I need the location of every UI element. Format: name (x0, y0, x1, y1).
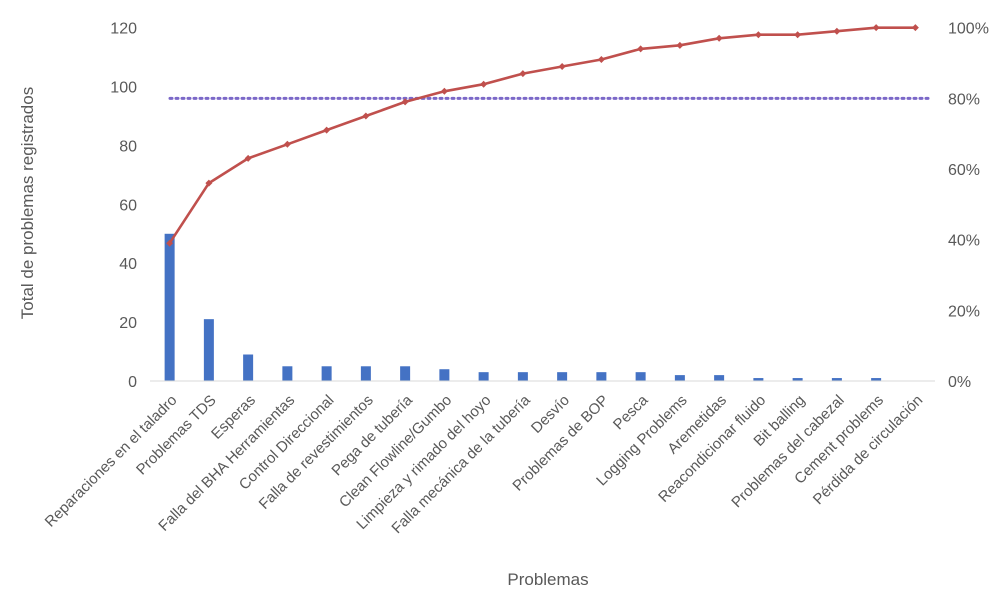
bar (871, 378, 882, 381)
cumulative-point-marker (754, 31, 762, 39)
y-axis-title: Total de problemas registrados (18, 87, 37, 319)
cumulative-point-marker (440, 87, 448, 95)
bar (360, 366, 371, 381)
cumulative-point-marker (911, 24, 919, 32)
cumulative-line-layer (166, 24, 919, 247)
y-tick-label: 0 (128, 374, 137, 391)
cumulative-point-marker (872, 24, 880, 32)
y2-tick-label: 0% (948, 374, 971, 391)
bar (792, 378, 803, 381)
bars-layer (164, 233, 882, 381)
bar (831, 378, 842, 381)
cumulative-point-marker (794, 31, 802, 39)
y-tick-label: 80 (119, 138, 137, 155)
bar (282, 366, 293, 381)
bar (753, 378, 764, 381)
bar (243, 354, 254, 381)
y-tick-label: 40 (119, 256, 137, 273)
bar (400, 366, 411, 381)
y2-tick-label: 80% (948, 91, 980, 108)
bar (203, 319, 214, 381)
cumulative-point-marker (715, 34, 723, 42)
bar (478, 372, 489, 381)
y-tick-label: 120 (110, 21, 137, 38)
y2-tick-label: 60% (948, 162, 980, 179)
cumulative-percentage-line (168, 26, 916, 244)
cumulative-point-marker (637, 45, 645, 53)
cumulative-point-marker (480, 80, 488, 88)
x-axis-title: Problemas (507, 570, 588, 589)
y2-tick-label: 40% (948, 233, 980, 250)
bar (164, 233, 175, 381)
bar (635, 372, 646, 381)
cumulative-point-marker (401, 98, 409, 106)
cumulative-point-marker (519, 70, 527, 78)
y-tick-label: 60 (119, 197, 137, 214)
bar (321, 366, 332, 381)
bar (557, 372, 568, 381)
y2-tick-label: 100% (948, 21, 989, 38)
cumulative-point-marker (323, 126, 331, 134)
bar (439, 369, 450, 381)
cumulative-point-marker (676, 41, 684, 49)
cumulative-point-marker (244, 154, 252, 162)
bar (714, 375, 725, 381)
cumulative-point-marker (558, 63, 566, 71)
bar (517, 372, 528, 381)
y-tick-label: 100 (110, 80, 137, 97)
y-tick-label: 20 (119, 315, 137, 332)
bar (596, 372, 607, 381)
cumulative-point-marker (283, 140, 291, 148)
cumulative-point-marker (166, 239, 174, 247)
cumulative-point-marker (597, 55, 605, 63)
cumulative-point-marker (362, 112, 370, 120)
cumulative-point-marker (205, 179, 213, 187)
cumulative-point-marker (833, 27, 841, 35)
bar (674, 375, 685, 381)
y2-tick-label: 20% (948, 303, 980, 320)
